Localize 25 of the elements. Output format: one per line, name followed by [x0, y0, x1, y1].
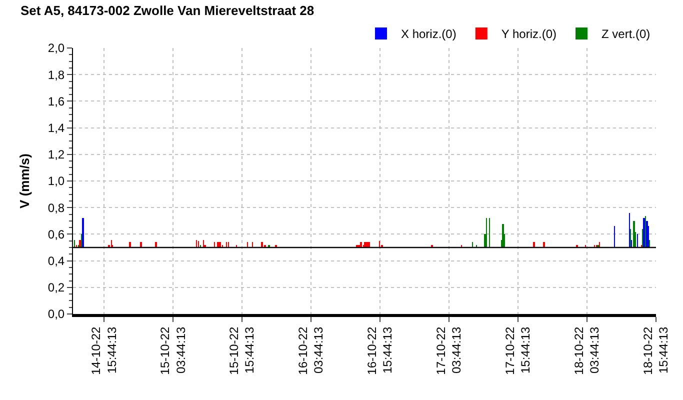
x-tick-label: 18-10-22 03:44:13 — [572, 326, 602, 375]
legend-label: Z vert.(0) — [602, 27, 650, 42]
y-axis-title: V (mm/s) — [16, 154, 32, 208]
y-tick-label: 1,2 — [48, 148, 65, 162]
legend-label: Y horiz.(0) — [501, 27, 556, 42]
x-tick-label: 15-10-22 03:44:13 — [158, 326, 188, 375]
y-tick-label: 1,8 — [48, 68, 65, 82]
y-tick-label: 0,6 — [48, 227, 65, 242]
x-tick-label: 14-10-22 15:44:13 — [89, 326, 119, 375]
x-tick-label: 17-10-22 15:44:13 — [503, 326, 533, 375]
x-tick-label: 15-10-22 15:44:13 — [227, 326, 257, 375]
y-tick-label: 0,4 — [48, 254, 65, 268]
y-tick-label: 1,4 — [48, 121, 65, 135]
legend-label: X horiz.(0) — [401, 27, 456, 42]
y-tick-label: 0,8 — [48, 200, 65, 215]
y-tick-label: 2,0 — [48, 41, 65, 56]
y-tick-label: 1,0 — [48, 174, 65, 188]
y-tick-label: 0,2 — [48, 280, 65, 295]
x-tick-label: 18-10-22 15:44:13 — [641, 326, 671, 375]
x-tick-label: 16-10-22 15:44:13 — [365, 326, 395, 375]
x-tick-label: 16-10-22 03:44:13 — [296, 326, 326, 375]
y-tick-label: 0,0 — [48, 307, 65, 322]
y-tick-label: 1,6 — [48, 94, 65, 108]
x-tick-label: 17-10-22 03:44:13 — [434, 326, 464, 375]
chart-title: Set A5, 84173-002 Zwolle Van Miereveltstraat 28 — [20, 3, 314, 18]
